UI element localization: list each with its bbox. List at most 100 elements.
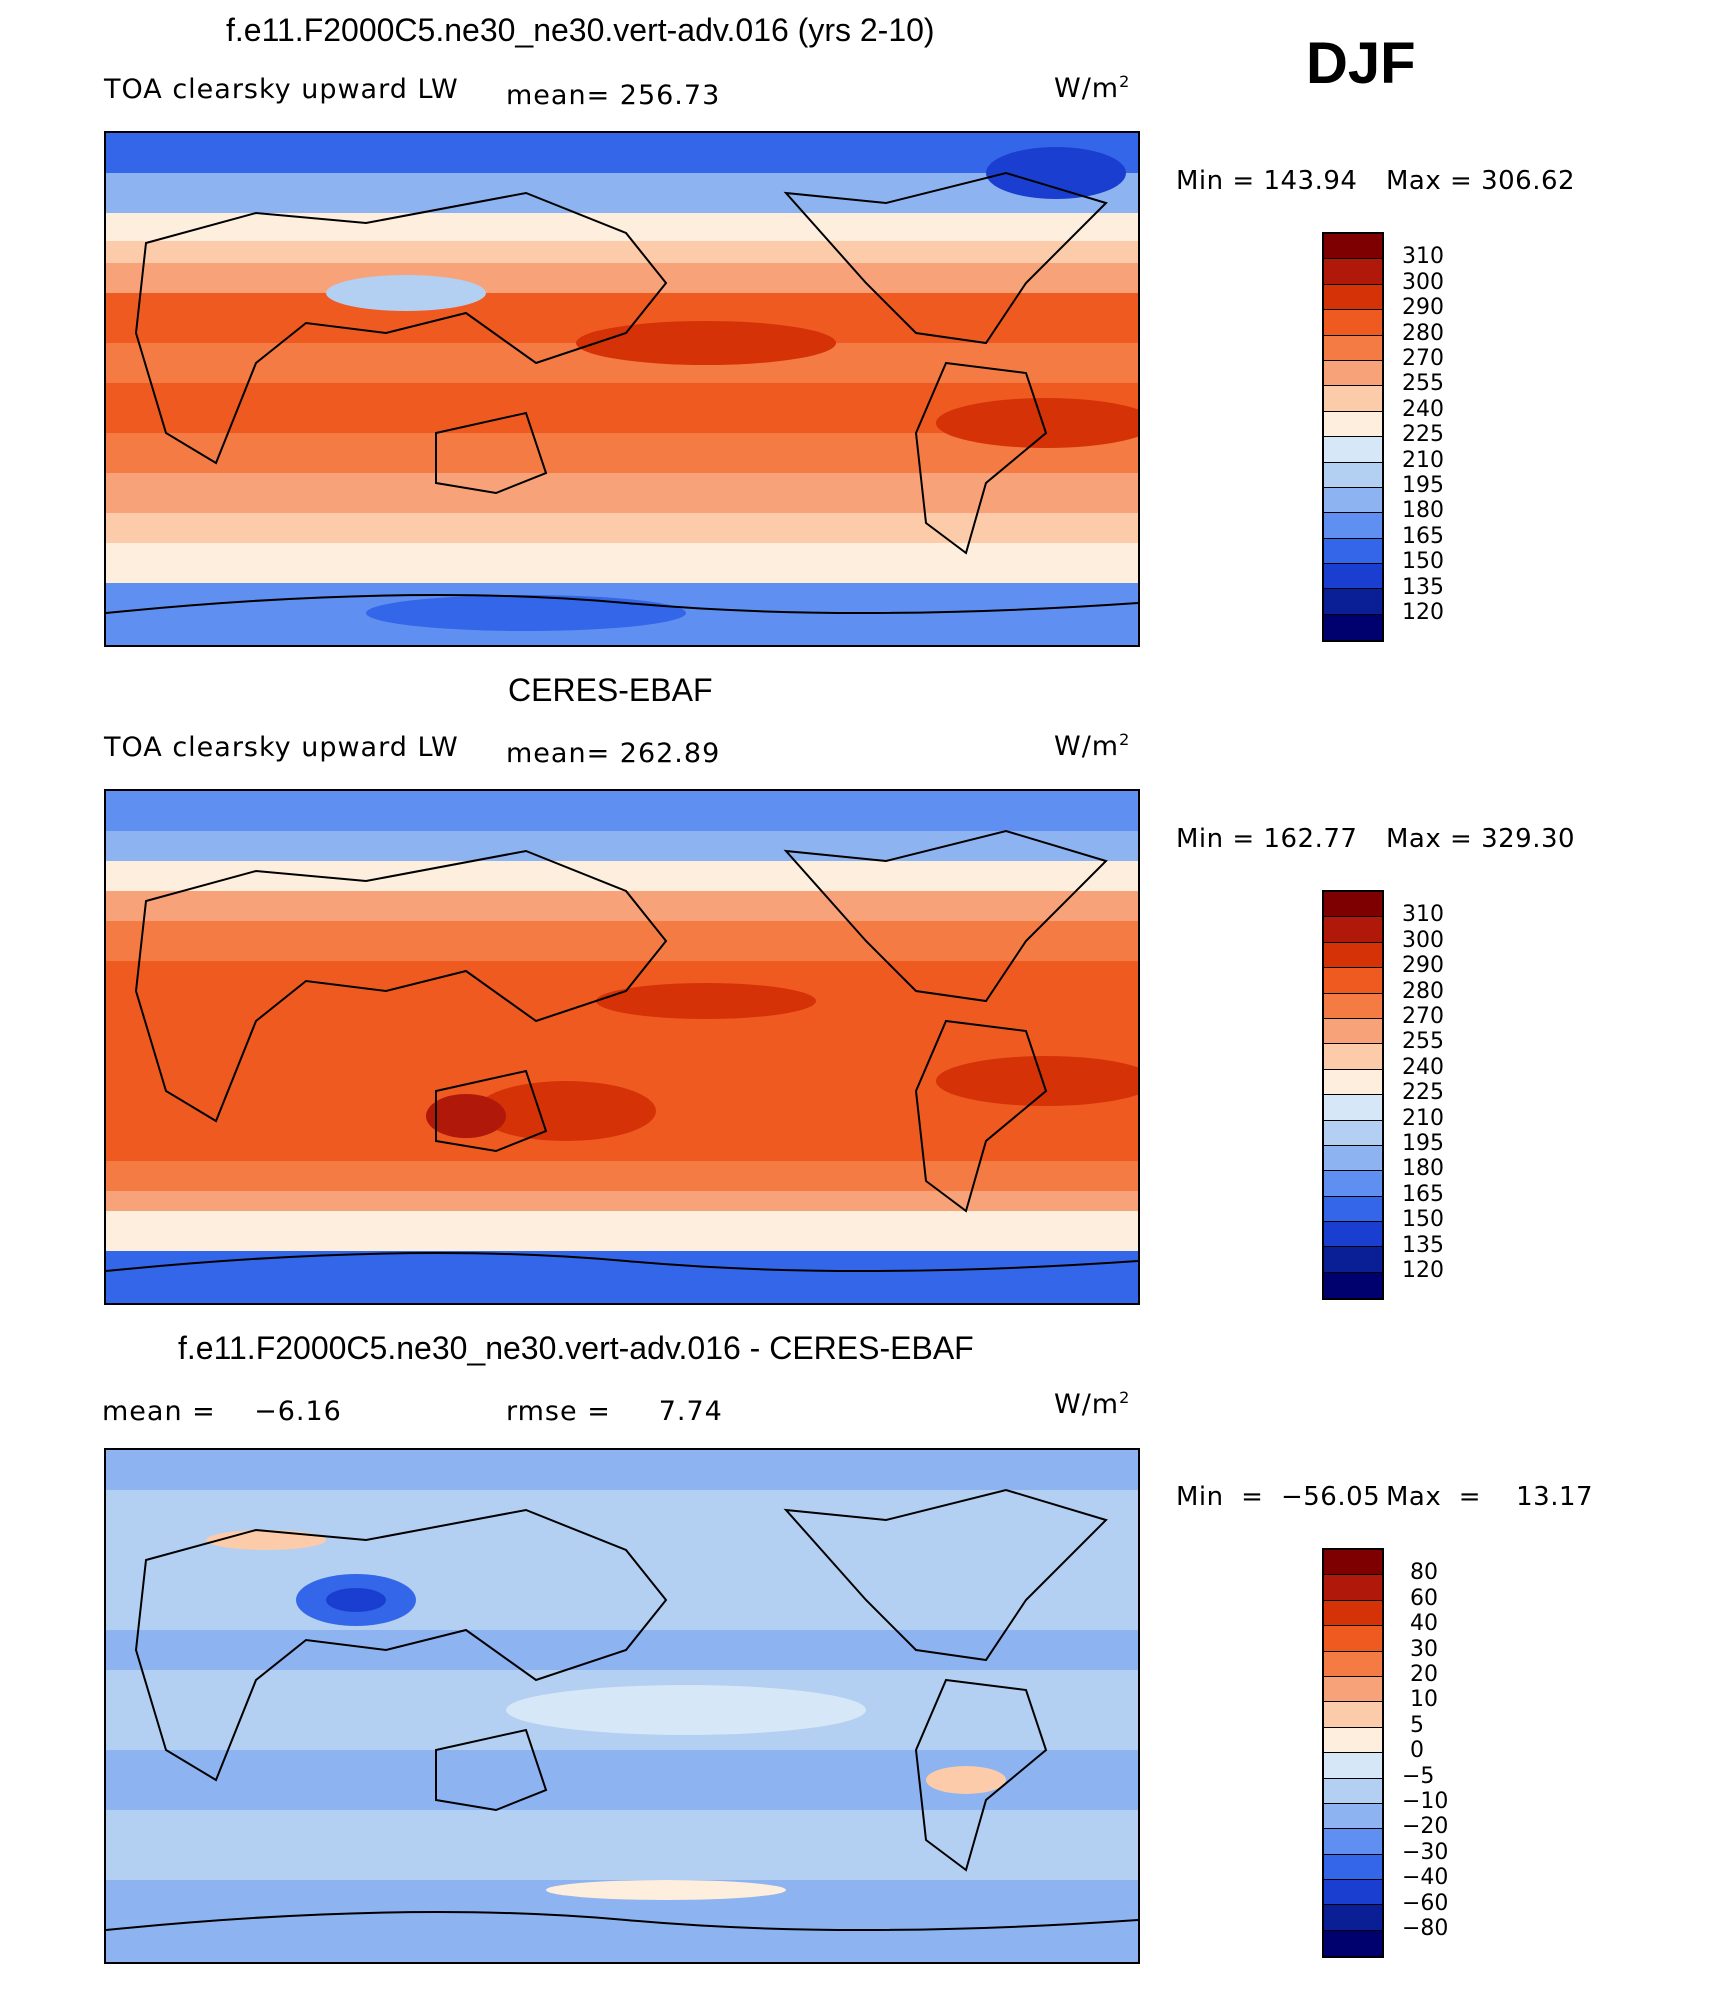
colorbar-tick-label: 30	[1410, 1636, 1438, 1662]
colorbar-tick-label: 195	[1402, 473, 1444, 498]
colorbar-tick-label: 270	[1402, 1004, 1444, 1029]
colorbar-segment	[1324, 1753, 1382, 1779]
colorbar-tick-label: 270	[1402, 346, 1444, 371]
colorbar-segment	[1324, 386, 1382, 412]
colorbar-segment	[1324, 234, 1382, 260]
colorbar-tick-label: 150	[1402, 549, 1444, 575]
colorbar-tick-label: 280	[1402, 320, 1444, 346]
colorbar-segment	[1324, 1905, 1382, 1931]
colorbar-segment	[1324, 1044, 1382, 1070]
colorbar-segment	[1324, 1171, 1382, 1197]
panel1-title: f.e11.F2000C5.ne30_ne30.vert-adv.016 (yr…	[226, 12, 935, 48]
panel3-max: Max = 13.17	[1386, 1482, 1594, 1512]
colorbar-segment	[1324, 1095, 1382, 1121]
colorbar-tick-label: 225	[1402, 1080, 1444, 1106]
colorbar-tick-label: 300	[1402, 927, 1444, 953]
colorbar-tick-label: −80	[1402, 1916, 1449, 1941]
panel3-title: f.e11.F2000C5.ne30_ne30.vert-adv.016 - C…	[178, 1330, 974, 1366]
panel3-units: W/m2	[1054, 1388, 1131, 1420]
panel2-units: W/m2	[1054, 730, 1131, 762]
panel1-variable-label: TOA clearsky upward LW	[104, 74, 459, 105]
panel3-mean-label: mean = −6.16	[102, 1396, 342, 1427]
colorbar-segment	[1324, 564, 1382, 590]
panel2-max: Max = 329.30	[1386, 824, 1576, 854]
colorbar-tick-label: 290	[1402, 953, 1444, 979]
colorbar-segment	[1324, 487, 1382, 514]
colorbar-segment	[1324, 1880, 1382, 1906]
panel3-min: Min = −56.05	[1176, 1482, 1381, 1512]
colorbar-segment	[1324, 1626, 1382, 1652]
colorbar-tick-label: 165	[1402, 523, 1444, 549]
colorbar-tick-label: 120	[1402, 1258, 1444, 1283]
colorbar-segment	[1324, 538, 1382, 565]
colorbar-segment	[1324, 1222, 1382, 1248]
colorbar-tick-label: 300	[1402, 269, 1444, 295]
colorbar-segment	[1324, 284, 1382, 311]
panel3-map	[104, 1448, 1140, 1964]
colorbar-segment	[1324, 1272, 1382, 1299]
colorbar-tick-label: 310	[1402, 902, 1444, 928]
colorbar-tick-label: 165	[1402, 1181, 1444, 1207]
colorbar-segment	[1324, 1247, 1382, 1273]
colorbar-tick-label: 255	[1402, 1029, 1444, 1055]
colorbar-segment	[1324, 1651, 1382, 1677]
season-label: DJF	[1306, 31, 1416, 96]
colorbar-segment	[1324, 1550, 1382, 1576]
colorbar-tick-label: 210	[1402, 1105, 1444, 1131]
colorbar-tick-label: −30	[1402, 1839, 1449, 1865]
colorbar-tick-label: 135	[1402, 574, 1444, 600]
panel2-mean-label: mean= 262.89	[506, 738, 721, 769]
colorbar-segment	[1324, 1854, 1382, 1881]
colorbar-segment	[1324, 310, 1382, 336]
colorbar-tick-label: 40	[1410, 1611, 1438, 1637]
panel3-colorbar	[1322, 1548, 1384, 1959]
colorbar-tick-label: −40	[1402, 1865, 1449, 1891]
colorbar-segment	[1324, 589, 1382, 615]
colorbar-segment	[1324, 1145, 1382, 1172]
colorbar-tick-label: 80	[1410, 1560, 1438, 1586]
panel2-title: CERES-EBAF	[508, 672, 713, 708]
colorbar-segment	[1324, 1702, 1382, 1728]
colorbar-segment	[1324, 614, 1382, 641]
colorbar-segment	[1324, 917, 1382, 943]
colorbar-segment	[1324, 1575, 1382, 1601]
colorbar-tick-label: 10	[1410, 1687, 1438, 1713]
colorbar-segment	[1324, 1196, 1382, 1223]
panel1-mean-label: mean= 256.73	[506, 80, 721, 111]
colorbar-segment	[1324, 1829, 1382, 1855]
colorbar-segment	[1324, 1930, 1382, 1957]
panel2-variable-label: TOA clearsky upward LW	[104, 732, 459, 763]
panel1-units: W/m2	[1054, 72, 1131, 104]
panel2-colorbar	[1322, 890, 1384, 1301]
panel2-map	[104, 789, 1140, 1305]
colorbar-tick-label: 135	[1402, 1232, 1444, 1258]
panel1-colorbar	[1322, 232, 1384, 643]
colorbar-segment	[1324, 1018, 1382, 1045]
colorbar-segment	[1324, 892, 1382, 918]
colorbar-tick-label: 225	[1402, 422, 1444, 448]
colorbar-segment	[1324, 1727, 1382, 1754]
colorbar-tick-label: 210	[1402, 447, 1444, 473]
colorbar-segment	[1324, 968, 1382, 994]
colorbar-tick-label: 240	[1402, 396, 1444, 422]
panel1-map	[104, 131, 1140, 647]
colorbar-segment	[1324, 1069, 1382, 1096]
colorbar-tick-label: 255	[1402, 371, 1444, 397]
colorbar-tick-label: 20	[1410, 1662, 1438, 1687]
colorbar-tick-label: −10	[1402, 1789, 1449, 1814]
panel1-min: Min = 143.94	[1176, 166, 1358, 196]
colorbar-tick-label: 310	[1402, 244, 1444, 270]
panel2-min: Min = 162.77	[1176, 824, 1358, 854]
colorbar-tick-label: 180	[1402, 1156, 1444, 1182]
colorbar-segment	[1324, 942, 1382, 969]
colorbar-segment	[1324, 437, 1382, 463]
colorbar-segment	[1324, 1600, 1382, 1627]
colorbar-tick-label: 280	[1402, 978, 1444, 1004]
colorbar-segment	[1324, 259, 1382, 285]
colorbar-tick-label: 60	[1410, 1585, 1438, 1611]
colorbar-tick-label: −5	[1402, 1763, 1435, 1789]
colorbar-tick-label: 150	[1402, 1207, 1444, 1233]
colorbar-segment	[1324, 1778, 1382, 1804]
colorbar-tick-label: 240	[1402, 1054, 1444, 1080]
colorbar-segment	[1324, 335, 1382, 361]
